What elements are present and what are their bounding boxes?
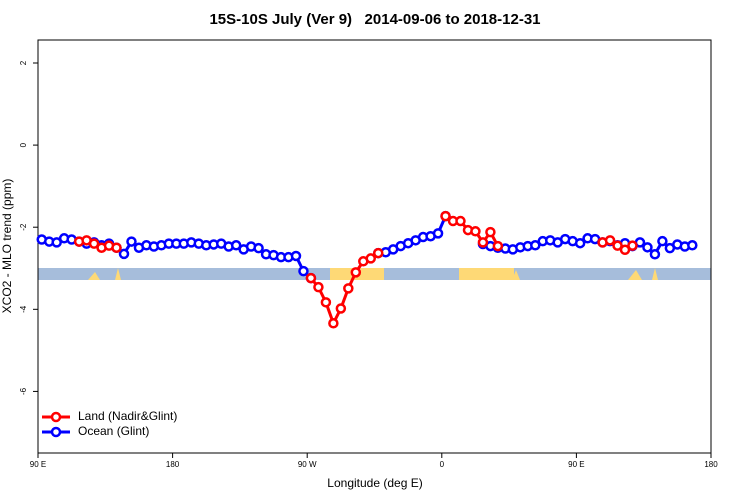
data-point: [313, 281, 324, 293]
data-point: [253, 242, 264, 254]
chart-title: 15S-10S July (Ver 9) 2014-09-06 to 2018-…: [209, 11, 540, 28]
data-point: [612, 240, 623, 251]
data-point: [477, 237, 489, 248]
data-point: [111, 242, 122, 253]
data-point: [118, 248, 130, 260]
land-patch: [88, 268, 658, 280]
y-tick-label: 0: [19, 142, 28, 147]
data-point: [290, 250, 302, 262]
data-point: [574, 237, 586, 249]
data-point: [432, 228, 444, 239]
y-axis-label: XCO2 - MLO trend (ppm): [0, 179, 14, 314]
y-tick-label: -4: [19, 305, 28, 313]
data-point: [440, 210, 451, 222]
x-tick-label: 0: [440, 460, 445, 469]
x-tick-label: 90 E: [568, 460, 584, 469]
data-point: [305, 272, 317, 284]
legend-marker: [50, 411, 62, 423]
data-point: [627, 240, 638, 251]
data-point: [298, 265, 309, 277]
data-point: [470, 226, 481, 237]
data-point: [335, 303, 347, 314]
land-band: [459, 268, 514, 280]
data-point: [365, 253, 377, 264]
data-point: [485, 226, 496, 238]
data-point: [230, 240, 242, 251]
legend-label: Ocean (Glint): [78, 424, 149, 438]
data-point: [51, 237, 62, 248]
plot-frame: [37, 39, 712, 454]
x-axis-label: Longitude (deg E): [327, 476, 422, 490]
data-point: [372, 247, 384, 259]
data-point: [604, 235, 616, 246]
data-point: [455, 215, 466, 227]
data-point: [642, 242, 653, 253]
data-point: [649, 249, 661, 260]
data-point: [350, 267, 362, 278]
y-tick-label: 2: [19, 60, 28, 65]
x-tick-label: 180: [704, 460, 718, 469]
data-point: [530, 240, 541, 251]
data-point: [320, 297, 332, 308]
x-tick-label: 90 E: [30, 460, 46, 469]
x-tick-label: 90 W: [298, 460, 317, 469]
y-tick-label: -2: [19, 223, 28, 231]
surface-mask: [38, 268, 711, 280]
data-point: [492, 240, 504, 252]
y-tick-label: -6: [19, 387, 28, 395]
data-point: [343, 283, 354, 294]
data-point: [619, 244, 631, 256]
legend-label: Land (Nadir&Glint): [78, 409, 177, 423]
data-point: [88, 238, 100, 249]
legend-marker: [50, 426, 62, 438]
x-tick-label: 180: [166, 460, 180, 469]
data-point: [126, 236, 137, 247]
data-point: [687, 240, 698, 251]
data-point: [328, 318, 339, 329]
data-point: [657, 235, 668, 247]
